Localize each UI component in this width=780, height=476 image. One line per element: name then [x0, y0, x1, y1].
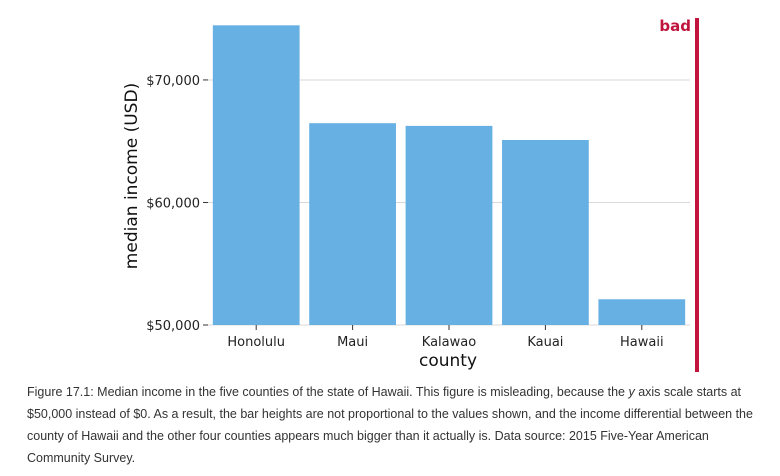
- bar-kauai: [502, 139, 589, 325]
- bars: [212, 25, 686, 326]
- x-axis-ticks: Honolulu Maui Kalawao Kauai Hawaii: [227, 325, 664, 350]
- caption-italic-y: y: [628, 385, 635, 399]
- y-tick-label: $50,000: [146, 319, 200, 334]
- x-tick-label: Hawaii: [620, 335, 664, 350]
- figure-caption: Figure 17.1: Median income in the five c…: [27, 381, 767, 469]
- bad-marker-label: bad: [659, 17, 691, 35]
- x-tick-label: Kalawao: [422, 335, 476, 350]
- bar-kalawao: [405, 125, 493, 325]
- x-tick-label: Honolulu: [227, 335, 285, 350]
- bar-honolulu: [212, 25, 300, 326]
- caption-text-start: Figure 17.1: Median income in the five c…: [27, 385, 629, 399]
- bad-marker-bar: [695, 18, 699, 372]
- x-axis-title: county: [419, 351, 477, 371]
- y-axis-title: median income (USD): [122, 83, 142, 269]
- x-tick-label: Kauai: [527, 335, 563, 350]
- y-tick-label: $70,000: [146, 74, 200, 89]
- bar-maui: [309, 123, 396, 326]
- bar-chart: $50,000 $60,000 $70,000 Honolulu Maui Kalawa…: [122, 17, 699, 372]
- y-axis-ticks: $50,000 $60,000 $70,000: [146, 74, 208, 334]
- caption-text-end: axis scale starts at $50,000 instead of …: [27, 385, 753, 465]
- x-tick-label: Maui: [337, 335, 368, 350]
- bar-hawaii: [598, 299, 686, 325]
- y-tick-label: $60,000: [146, 196, 200, 211]
